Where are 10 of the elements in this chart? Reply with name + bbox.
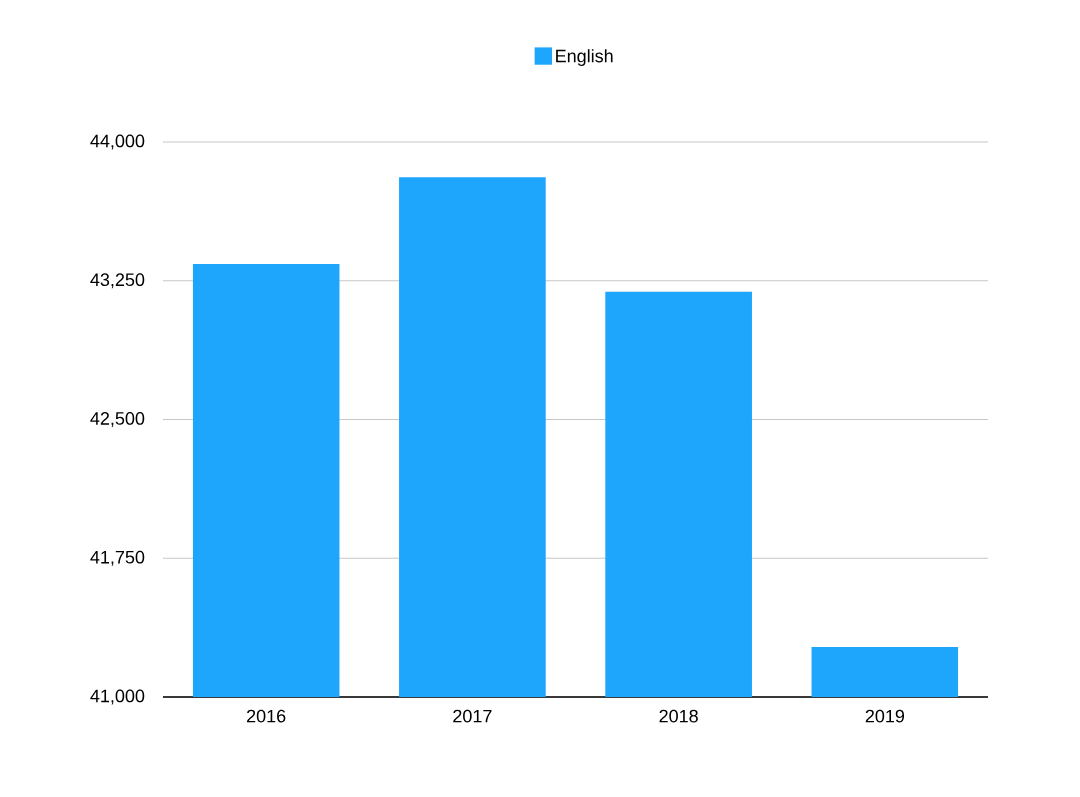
x-tick-label: 2017 <box>453 709 492 723</box>
y-tick-label: 41,000 <box>90 689 145 705</box>
x-tick-label: 2018 <box>659 709 698 723</box>
y-tick-label: 42,500 <box>90 412 145 427</box>
x-tick-label: 2019 <box>865 709 905 723</box>
y-tick-label: 44,000 <box>90 134 145 150</box>
y-tick-label: 43,250 <box>90 273 145 289</box>
legend-label: English <box>556 49 613 66</box>
x-tick-label: 2016 <box>247 709 286 723</box>
y-tick-label: 41,750 <box>90 550 145 566</box>
